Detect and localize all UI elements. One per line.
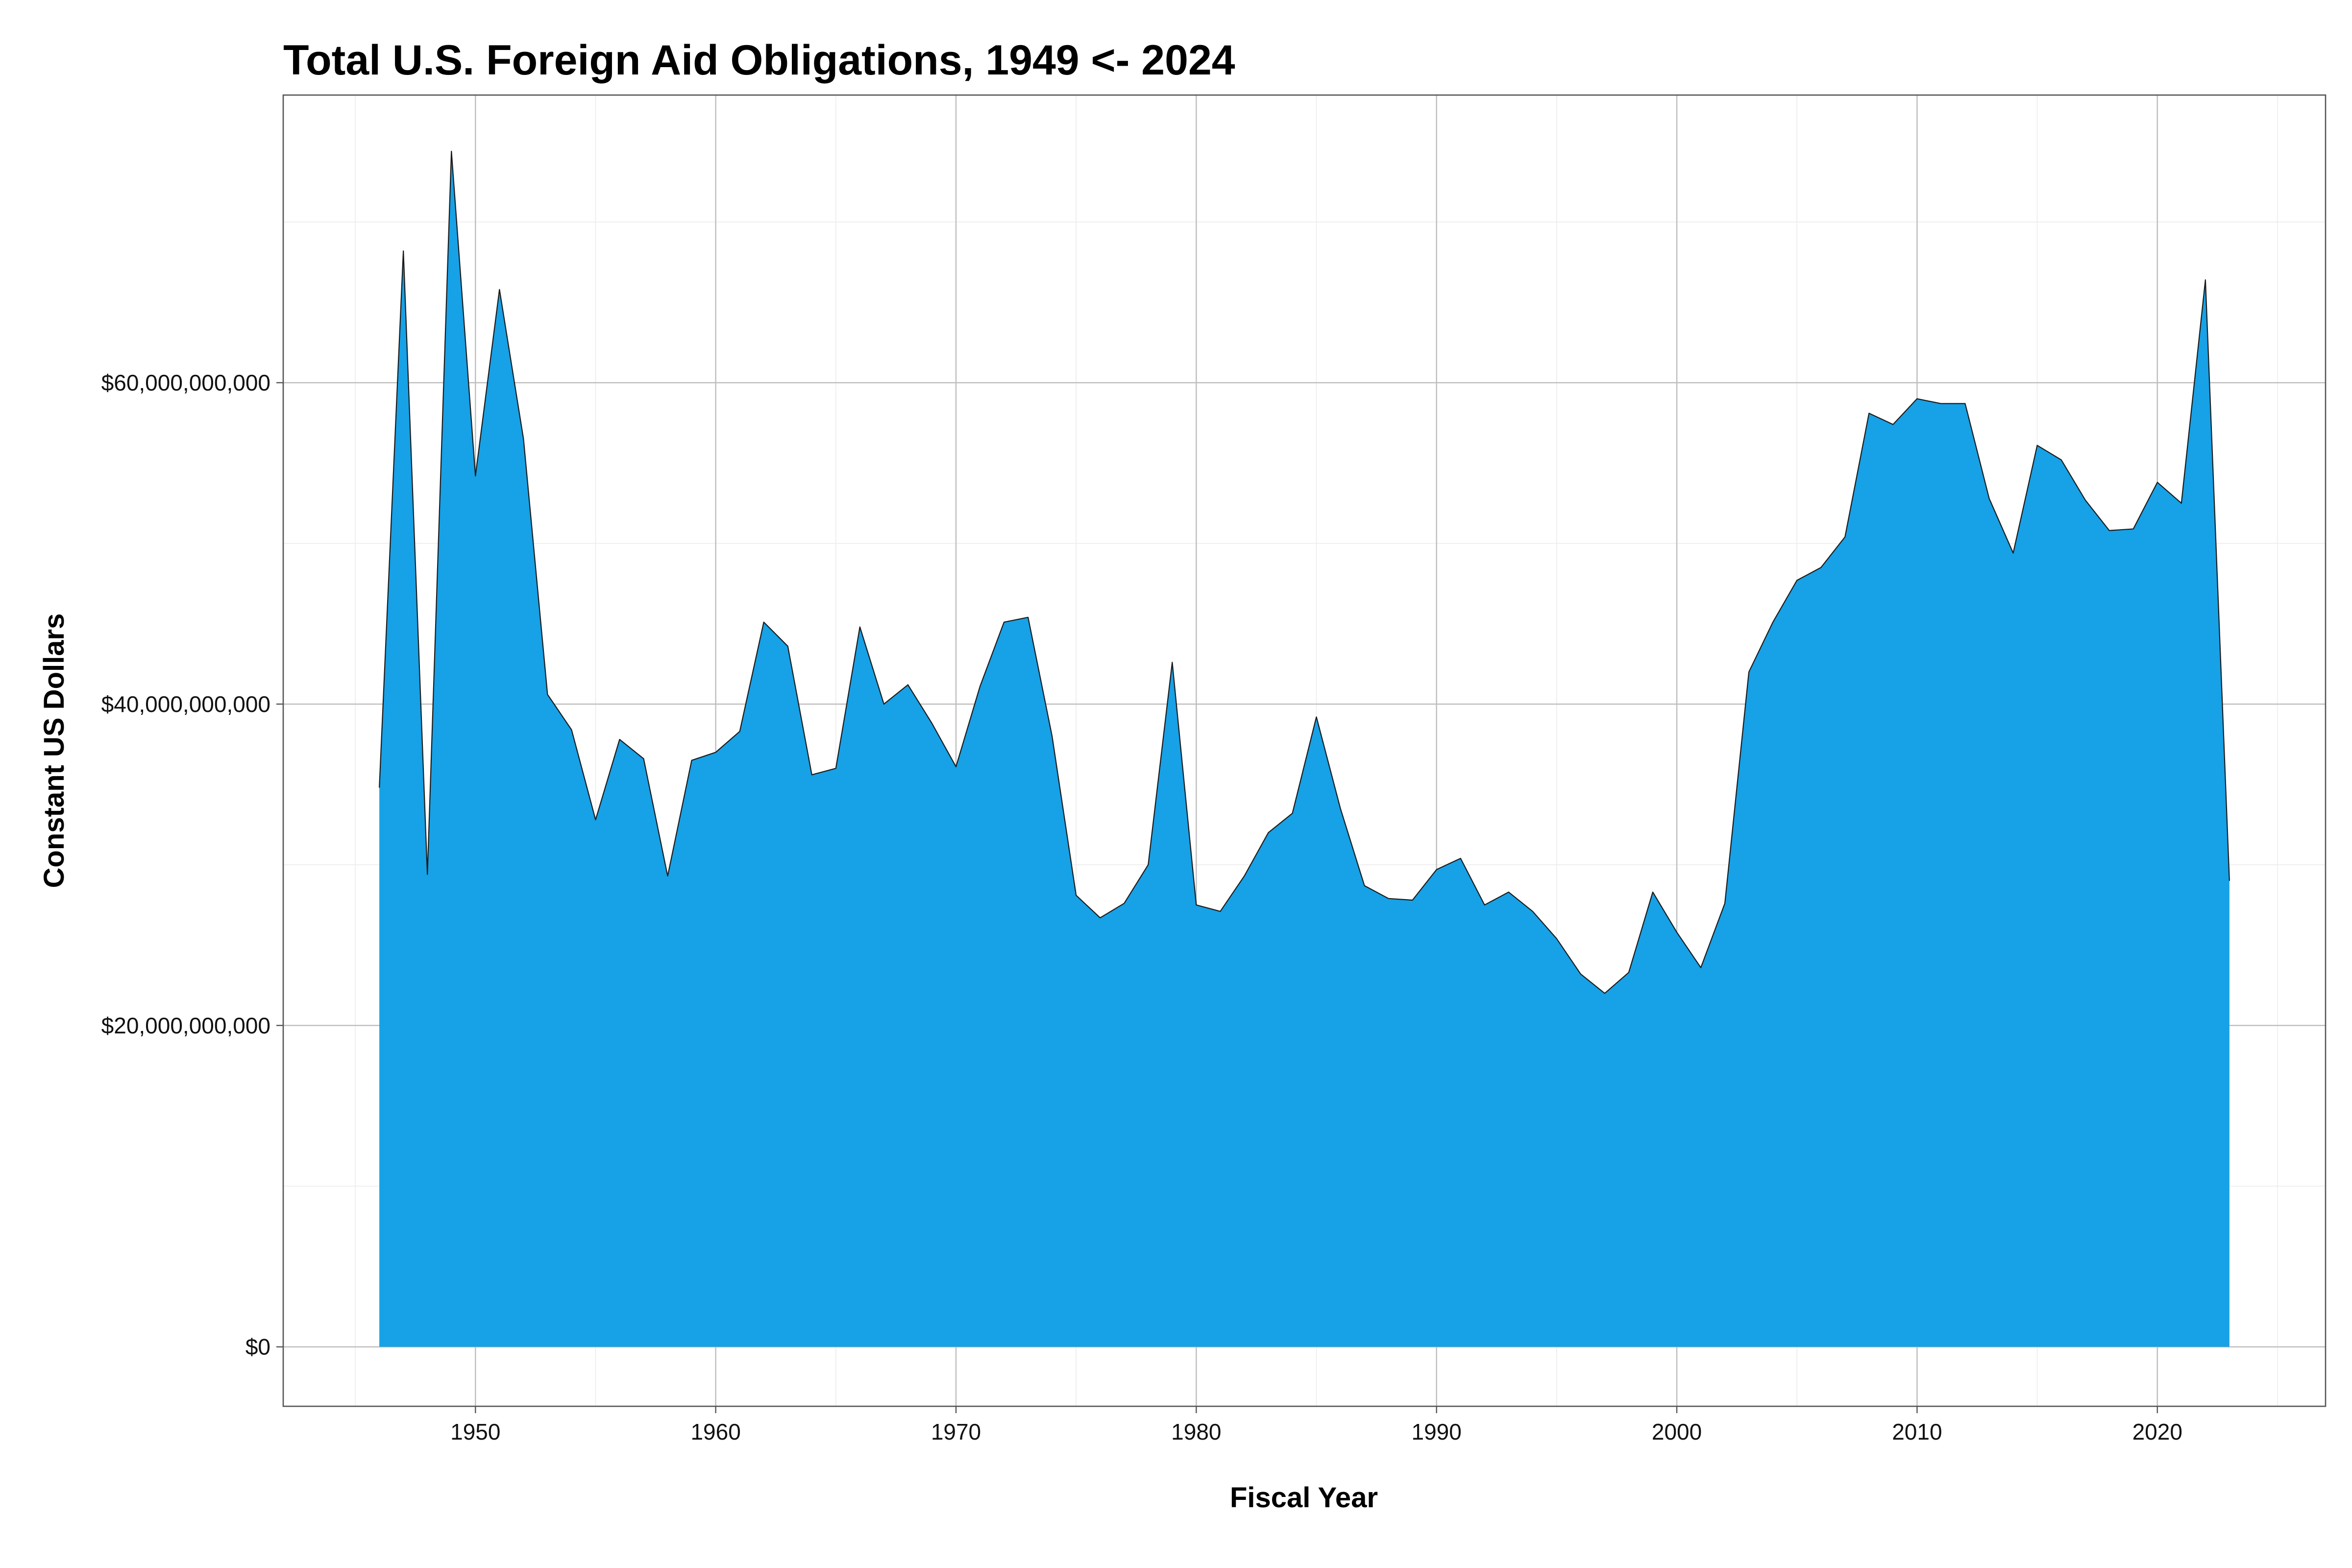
x-axis-title: Fiscal Year — [1230, 1482, 1378, 1514]
x-tick-label: 2010 — [1892, 1419, 1942, 1445]
area-fill — [379, 151, 2230, 1347]
x-tick-label: 1970 — [931, 1419, 981, 1445]
x-tick-label: 1990 — [1412, 1419, 1462, 1445]
x-tick-label: 2020 — [2132, 1419, 2182, 1445]
x-tick-label: 1960 — [690, 1419, 740, 1445]
x-axis-ticks: 1950 1960 1970 1980 1990 2000 2010 2020 — [450, 1406, 2182, 1445]
y-axis-title: Constant US Dollars — [38, 613, 70, 888]
area-outline — [379, 150, 2230, 994]
y-tick-label: $20,000,000,000 — [101, 1013, 270, 1038]
y-axis-ticks: $0 $20,000,000,000 $40,000,000,000 $60,000,… — [101, 370, 283, 1360]
area-layer — [379, 150, 2230, 1347]
chart-title: Total U.S. Foreign Aid Obligations, 1949… — [283, 37, 1235, 84]
plot-panel-border — [282, 94, 2327, 1407]
y-tick-label: $40,000,000,000 — [101, 691, 270, 717]
x-tick-label: 1980 — [1171, 1419, 1221, 1445]
y-tick-label: $60,000,000,000 — [101, 370, 270, 395]
x-tick-label: 2000 — [1652, 1419, 1702, 1445]
y-tick-label: $0 — [245, 1334, 270, 1360]
x-tick-label: 1950 — [450, 1419, 500, 1445]
